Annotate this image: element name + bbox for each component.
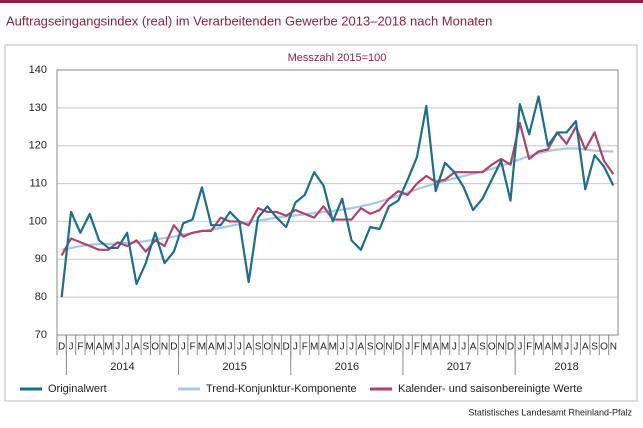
x-tick-label: M <box>310 342 318 353</box>
x-tick-label: M <box>104 342 112 353</box>
y-tick-label: 130 <box>29 102 47 114</box>
x-tick-label: A <box>358 342 365 353</box>
x-tick-label: A <box>245 342 252 353</box>
y-tick-label: 140 <box>29 64 47 76</box>
series-line <box>60 95 615 298</box>
x-tick-label: N <box>161 342 168 353</box>
series-line <box>61 147 614 251</box>
y-tick-label: 100 <box>29 215 47 227</box>
x-tick-label: S <box>142 342 149 353</box>
x-tick-label: J <box>115 342 120 353</box>
year-label: 2016 <box>335 361 359 373</box>
y-tick-label: 110 <box>29 177 47 189</box>
year-label: 2014 <box>110 361 134 373</box>
x-tick-label: J <box>125 342 130 353</box>
x-tick-label: S <box>367 342 374 353</box>
x-tick-label: N <box>498 342 505 353</box>
x-tick-label: D <box>170 342 177 353</box>
x-tick-label: M <box>216 342 224 353</box>
x-tick-label: O <box>263 342 271 353</box>
x-tick-label: F <box>77 342 83 353</box>
x-tick-label: J <box>573 342 578 353</box>
x-tick-label: M <box>422 342 430 353</box>
x-tick-label: O <box>600 342 608 353</box>
x-tick-label: J <box>69 342 74 353</box>
x-tick-label: M <box>198 342 206 353</box>
x-tick-label: A <box>582 342 589 353</box>
x-tick-label: M <box>553 342 561 353</box>
x-tick-label: F <box>526 342 532 353</box>
x-tick-label: O <box>151 342 159 353</box>
x-tick-label: J <box>461 342 466 353</box>
x-tick-label: S <box>255 342 262 353</box>
x-tick-label: M <box>86 342 94 353</box>
series-line <box>60 121 615 257</box>
legend-label: Kalender- und saisonbereinigte Werte <box>398 383 582 395</box>
legend-label: Originalwert <box>48 383 107 395</box>
x-tick-label: D <box>395 342 402 353</box>
x-tick-label: F <box>302 342 308 353</box>
legend-label: Trend-Konjunktur-Komponente <box>206 383 357 395</box>
x-tick-label: N <box>273 342 280 353</box>
x-tick-label: J <box>452 342 457 353</box>
top-rule <box>0 0 643 3</box>
x-tick-label: M <box>329 342 337 353</box>
plot-frame <box>56 69 619 336</box>
x-tick-label: A <box>545 342 552 353</box>
x-tick-label: S <box>479 342 486 353</box>
x-tick-label: J <box>293 342 298 353</box>
chart-frame <box>4 44 638 402</box>
y-tick-label: 120 <box>29 140 47 152</box>
x-tick-label: J <box>564 342 569 353</box>
chart-title: Auftragseingangsindex (real) im Verarbei… <box>6 13 492 28</box>
x-tick-label: A <box>96 342 103 353</box>
x-tick-label: F <box>190 342 196 353</box>
x-tick-label: J <box>405 342 410 353</box>
x-tick-label: J <box>237 342 242 353</box>
year-label: 2017 <box>447 361 471 373</box>
x-tick-label: M <box>441 342 449 353</box>
x-tick-label: J <box>340 342 345 353</box>
x-tick-label: A <box>133 342 140 353</box>
x-tick-label: J <box>227 342 232 353</box>
x-tick-label: N <box>610 342 617 353</box>
x-tick-label: A <box>320 342 327 353</box>
subtitle: Messzahl 2015=100 <box>288 52 387 64</box>
x-tick-label: J <box>517 342 522 353</box>
x-tick-label: J <box>349 342 354 353</box>
x-tick-label: A <box>432 342 439 353</box>
year-label: 2015 <box>222 361 246 373</box>
x-tick-label: N <box>385 342 392 353</box>
x-tick-label: F <box>414 342 420 353</box>
x-tick-label: M <box>534 342 542 353</box>
y-tick-label: 80 <box>35 291 47 303</box>
source: Statistisches Landesamt Rheinland-Pfalz <box>468 407 632 417</box>
x-tick-label: S <box>591 342 598 353</box>
x-tick-label: J <box>181 342 186 353</box>
x-tick-label: A <box>208 342 215 353</box>
x-tick-label: A <box>470 342 477 353</box>
x-tick-label: D <box>58 342 65 353</box>
x-tick-label: O <box>376 342 384 353</box>
x-tick-label: O <box>488 342 496 353</box>
y-tick-label: 90 <box>35 253 47 265</box>
y-tick-label: 70 <box>35 329 47 341</box>
x-tick-label: D <box>507 342 514 353</box>
x-tick-label: D <box>282 342 289 353</box>
year-label: 2018 <box>554 361 578 373</box>
